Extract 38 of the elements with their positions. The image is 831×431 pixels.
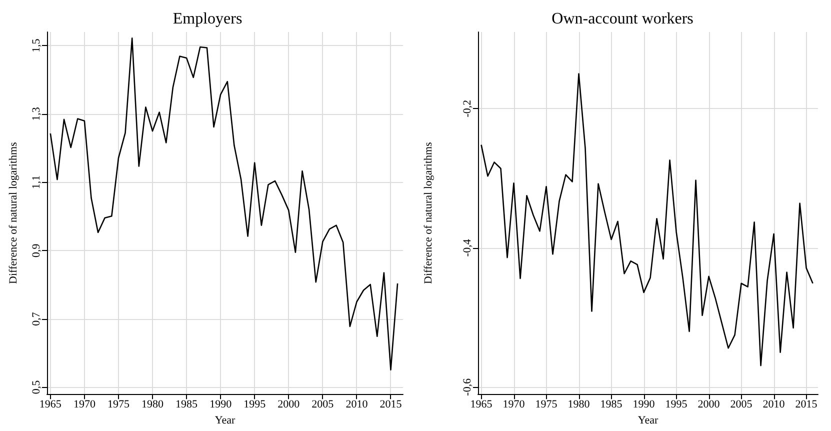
x-tick-label: 1965 — [470, 398, 493, 411]
x-tick-label: 2015 — [795, 398, 818, 411]
line-series — [50, 38, 398, 370]
x-tick-label: 2005 — [730, 398, 753, 411]
y-tick-label: -0,4 — [462, 238, 474, 257]
chart-title: Own-account workers — [552, 10, 694, 28]
y-tick-label: -0,6 — [462, 378, 474, 396]
x-tick-label: 1970 — [502, 398, 526, 411]
y-tick-label: 1,3 — [30, 106, 42, 121]
x-tick-label: 2000 — [278, 398, 300, 411]
x-tick-label: 1985 — [176, 398, 198, 411]
x-tick-label: 1980 — [142, 398, 164, 411]
y-axis-title: Difference of natural logarithms — [422, 142, 434, 284]
y-tick-label: 0,5 — [30, 380, 42, 394]
y-tick-label: -0,2 — [462, 100, 474, 118]
x-tick-label: 1980 — [568, 398, 590, 411]
x-tick-label: 2000 — [698, 398, 720, 411]
x-tick-label: 1970 — [73, 398, 96, 411]
x-tick-label: 1995 — [665, 398, 688, 411]
y-tick-label: 0,9 — [30, 243, 42, 258]
x-axis-title: Year — [214, 414, 236, 426]
x-tick-label: 2010 — [346, 398, 368, 411]
x-tick-label: 2015 — [380, 398, 402, 411]
x-tick-label: 1975 — [107, 398, 130, 411]
chart-title: Employers — [172, 10, 242, 28]
x-tick-label: 1965 — [39, 398, 62, 411]
x-tick-label: 1975 — [535, 398, 558, 411]
x-axis-title: Year — [638, 414, 658, 426]
x-tick-label: 1985 — [600, 398, 623, 411]
y-axis-title: Difference of natural logarithms — [8, 142, 20, 284]
x-tick-label: 1990 — [210, 398, 232, 411]
y-tick-label: 1,5 — [30, 38, 42, 53]
y-tick-label: 0,7 — [30, 312, 42, 326]
x-tick-label: 1990 — [632, 398, 656, 411]
x-tick-label: 2010 — [762, 398, 786, 411]
x-tick-label: 2005 — [312, 398, 334, 411]
x-tick-label: 1995 — [244, 398, 266, 411]
y-tick-label: 1,1 — [30, 175, 42, 190]
